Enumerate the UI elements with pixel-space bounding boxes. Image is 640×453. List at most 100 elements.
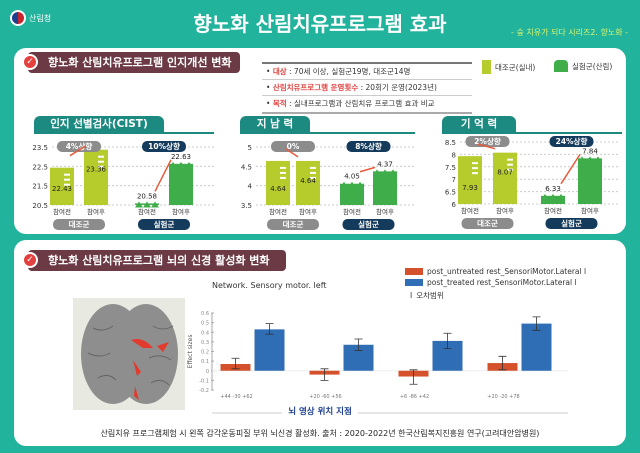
tree-top <box>143 201 151 208</box>
change-badge <box>346 141 391 152</box>
change-badge <box>271 141 315 152</box>
chart1-tab: 인지 선별검사(CIST) <box>34 116 214 134</box>
building-window <box>64 173 70 176</box>
value-label: 4.37 <box>377 160 393 168</box>
legend-experimental-label: 실험군(산림) <box>572 61 613 71</box>
tree-top <box>381 169 389 176</box>
change-label: 4%상향 <box>66 141 93 151</box>
error-bar <box>231 357 240 370</box>
x-tick-label: 참여후 <box>581 206 599 215</box>
increase-arrow <box>560 153 581 185</box>
value-label: 4.05 <box>344 173 360 181</box>
y-tick-label: 0.1 <box>201 359 209 365</box>
tree-top <box>541 193 549 200</box>
legend-untreated: post_untreated rest_SensoriMotor.Lateral… <box>405 267 586 276</box>
legend-control-label: 대조군(실내) <box>495 62 536 72</box>
building-window <box>507 163 513 166</box>
y-tick-label: 6 <box>452 201 457 209</box>
y-axis-label: Effect sizes <box>187 335 194 369</box>
group-label: 실험군 <box>154 219 175 229</box>
building-window <box>98 155 104 158</box>
error-bar <box>265 323 274 335</box>
error-bar <box>320 368 329 381</box>
x-tick-label: +20 -20 +78 <box>487 394 519 400</box>
x-tick-label: 참여전 <box>138 207 156 216</box>
legend-swatch <box>405 279 423 286</box>
chart3-title: 기 억 력 <box>442 116 516 132</box>
error-bar <box>532 316 541 331</box>
x-tick-label: 참여후 <box>172 207 190 216</box>
y-tick-label: 6.5 <box>445 189 456 197</box>
building-window <box>472 162 478 165</box>
y-tick-label: 7 <box>452 176 456 184</box>
increase-arrow <box>154 159 172 192</box>
building-window <box>310 171 316 174</box>
page-title: 향노화 산림치유프로그램 효과 <box>193 12 447 36</box>
legend-control: 대조군(실내) <box>482 60 535 74</box>
value-label: 23.36 <box>86 166 107 174</box>
tree-bar <box>340 183 364 205</box>
group-badge <box>138 219 190 230</box>
tree-top <box>594 156 602 163</box>
x-axis-label-text: 뇌 영상 위치 지점 <box>282 407 358 417</box>
section1-header: ✓ 향노화 산림치유프로그램 인지개선 변화 <box>22 52 240 73</box>
value-label: 20.58 <box>137 192 157 200</box>
tree-top <box>169 161 177 168</box>
increase-arrow <box>477 143 496 150</box>
y-tick-label: 0.5 <box>201 321 209 327</box>
error-bar <box>354 338 363 351</box>
value-label: 4.64 <box>270 185 286 193</box>
value-label: 22.43 <box>52 185 72 193</box>
x-tick-label: 참여후 <box>376 207 394 216</box>
building-window <box>98 160 104 163</box>
group-badge <box>267 219 319 230</box>
y-tick-label: 4 <box>248 183 253 191</box>
group-label: 대조군 <box>283 219 304 229</box>
y-tick-label: 21.5 <box>32 183 48 191</box>
building-window <box>98 165 104 168</box>
tree-top <box>340 181 348 188</box>
error-bar <box>443 332 452 350</box>
group-badge <box>461 218 514 229</box>
y-tick-label: 0.3 <box>201 340 209 346</box>
error-bar <box>498 355 507 371</box>
tree-top <box>177 161 185 168</box>
tree-bar <box>578 158 602 204</box>
group-label: 대조군 <box>477 218 498 228</box>
group-badge <box>53 219 105 230</box>
brain-chart-title: Network. Sensory motor. left <box>212 281 327 290</box>
building-window <box>280 176 286 179</box>
group-label: 실험군 <box>358 219 379 229</box>
tree-top <box>185 161 193 168</box>
building-window <box>507 158 513 161</box>
y-tick-label: 0.6 <box>201 311 209 317</box>
increase-arrow <box>359 166 376 173</box>
change-badge <box>465 136 510 147</box>
x-tick-label: 참여전 <box>461 206 479 215</box>
y-tick-label: -0.1 <box>199 378 209 384</box>
increase-arrow <box>285 148 299 158</box>
tree-top <box>348 181 356 188</box>
chart3-tab: 기 억 력 <box>442 116 622 134</box>
y-tick-label: 0.4 <box>201 330 209 336</box>
tree-top <box>151 201 159 208</box>
x-tick-label: 참여전 <box>53 207 71 216</box>
chart2-title: 지 남 력 <box>240 116 310 132</box>
chart2-tab: 지 남 력 <box>240 116 415 134</box>
value-label: 7.93 <box>462 184 478 192</box>
building-window <box>280 171 286 174</box>
y-tick-label: 5 <box>248 144 252 152</box>
info-value: : 70세 이상, 실험군19명, 대조군14명 <box>286 67 411 76</box>
section2-header: ✓ 향노화 산림치유프로그램 뇌의 신경 활성화 변화 <box>22 250 286 271</box>
tree-top <box>356 181 364 188</box>
y-tick-label: 22.5 <box>32 163 48 171</box>
building-bar <box>84 149 108 205</box>
tree-bar <box>373 171 397 205</box>
info-key: 산림치유프로그램 운영횟수 <box>272 83 359 92</box>
legend-error: I 오차범위 <box>410 290 444 301</box>
chart1-title: 인지 선별검사(CIST) <box>34 116 164 132</box>
tree-top <box>135 201 143 208</box>
tree-top <box>557 193 565 200</box>
